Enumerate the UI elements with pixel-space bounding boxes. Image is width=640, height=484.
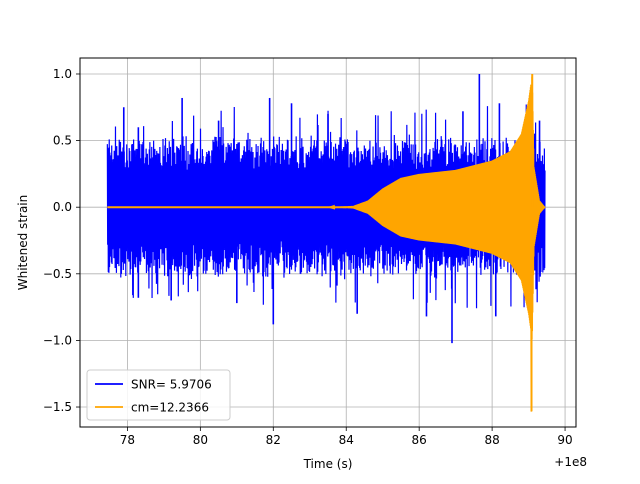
y-axis: −1.5 −1.0 −0.5 0.0 0.5 1.0 [43, 67, 80, 414]
x-tick-label: 78 [120, 433, 135, 447]
y-tick-label: −1.0 [43, 333, 72, 347]
y-tick-label: 1.0 [53, 67, 72, 81]
legend: SNR= 5.9706 cm=12.2366 [86, 369, 231, 421]
x-tick-label: 88 [484, 433, 499, 447]
y-tick-label: 0.5 [53, 134, 72, 148]
x-tick-label: 86 [412, 433, 427, 447]
x-tick-label: 90 [557, 433, 572, 447]
y-tick-label: −0.5 [43, 267, 72, 281]
x-tick-label: 82 [266, 433, 281, 447]
x-tick-label: 80 [193, 433, 208, 447]
series-1 [107, 73, 546, 412]
x-tick-label: 84 [339, 433, 354, 447]
axes-frame [79, 57, 577, 428]
x-axis-offset-label: +1e8 [554, 455, 587, 469]
x-axis-label: Time (s) [303, 457, 353, 471]
legend-label: cm=12.2366 [131, 401, 209, 415]
x-axis: 78 80 82 84 86 88 90 [120, 427, 573, 447]
y-tick-label: −1.5 [43, 400, 72, 414]
y-axis-label: Whitened strain [16, 195, 30, 291]
series-layer [106, 73, 546, 412]
y-tick-label: 0.0 [53, 200, 72, 214]
legend-label: SNR= 5.9706 [131, 378, 212, 392]
